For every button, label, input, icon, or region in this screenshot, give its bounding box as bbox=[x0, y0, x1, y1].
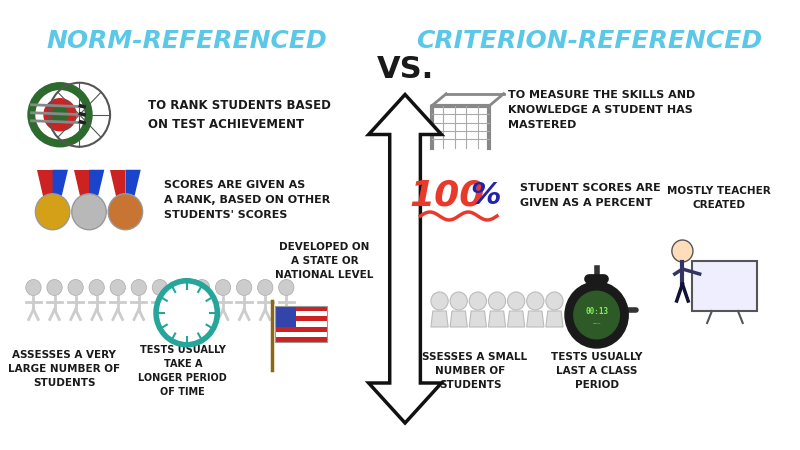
FancyBboxPatch shape bbox=[275, 316, 327, 321]
FancyBboxPatch shape bbox=[275, 337, 327, 342]
Circle shape bbox=[152, 279, 167, 296]
FancyBboxPatch shape bbox=[275, 306, 327, 311]
Polygon shape bbox=[369, 94, 442, 423]
Circle shape bbox=[52, 107, 68, 123]
FancyBboxPatch shape bbox=[275, 321, 327, 327]
Polygon shape bbox=[470, 311, 486, 327]
Circle shape bbox=[526, 292, 544, 310]
Polygon shape bbox=[126, 170, 141, 196]
Text: MOSTLY TEACHER
CREATED: MOSTLY TEACHER CREATED bbox=[667, 186, 771, 210]
Circle shape bbox=[28, 83, 92, 147]
Text: CRITERION-REFERENCED: CRITERION-REFERENCED bbox=[416, 28, 762, 53]
Text: SCORES ARE GIVEN AS
A RANK, BASED ON OTHER
STUDENTS' SCORES: SCORES ARE GIVEN AS A RANK, BASED ON OTH… bbox=[164, 180, 330, 220]
Polygon shape bbox=[110, 170, 126, 196]
Text: 00:13: 00:13 bbox=[585, 307, 608, 316]
Circle shape bbox=[35, 194, 70, 230]
FancyBboxPatch shape bbox=[275, 306, 296, 327]
Circle shape bbox=[72, 194, 106, 230]
Polygon shape bbox=[89, 170, 104, 196]
Circle shape bbox=[565, 282, 628, 348]
Circle shape bbox=[44, 99, 76, 131]
Circle shape bbox=[488, 292, 506, 310]
Circle shape bbox=[131, 279, 146, 296]
Text: TESTS USUALLY
LAST A CLASS
PERIOD: TESTS USUALLY LAST A CLASS PERIOD bbox=[551, 352, 642, 390]
FancyBboxPatch shape bbox=[692, 261, 758, 311]
Text: NORM-REFERENCED: NORM-REFERENCED bbox=[46, 28, 327, 53]
Text: TESTS USUALLY
TAKE A
LONGER PERIOD
OF TIME: TESTS USUALLY TAKE A LONGER PERIOD OF TI… bbox=[138, 345, 227, 397]
Polygon shape bbox=[431, 311, 448, 327]
Text: VS.: VS. bbox=[377, 55, 434, 84]
Circle shape bbox=[36, 91, 84, 139]
Text: STUDENT SCORES ARE
GIVEN AS A PERCENT: STUDENT SCORES ARE GIVEN AS A PERCENT bbox=[520, 183, 661, 208]
Circle shape bbox=[258, 279, 273, 296]
Circle shape bbox=[108, 194, 142, 230]
Text: TO MEASURE THE SKILLS AND
KNOWLEDGE A STUDENT HAS
MASTERED: TO MEASURE THE SKILLS AND KNOWLEDGE A ST… bbox=[509, 90, 696, 130]
FancyBboxPatch shape bbox=[275, 327, 327, 332]
Polygon shape bbox=[38, 170, 53, 196]
Circle shape bbox=[174, 279, 189, 296]
Circle shape bbox=[507, 292, 525, 310]
FancyBboxPatch shape bbox=[275, 332, 327, 337]
Circle shape bbox=[68, 279, 83, 296]
Text: TO RANK STUDENTS BASED
ON TEST ACHIEVEMENT: TO RANK STUDENTS BASED ON TEST ACHIEVEME… bbox=[148, 99, 331, 131]
Circle shape bbox=[450, 292, 467, 310]
Circle shape bbox=[89, 279, 104, 296]
Circle shape bbox=[215, 279, 230, 296]
Polygon shape bbox=[526, 311, 544, 327]
Text: ASSESSES A VERY
LARGE NUMBER OF
STUDENTS: ASSESSES A VERY LARGE NUMBER OF STUDENTS bbox=[8, 350, 120, 388]
Circle shape bbox=[431, 292, 448, 310]
Circle shape bbox=[47, 279, 62, 296]
Polygon shape bbox=[53, 170, 68, 196]
Polygon shape bbox=[74, 170, 89, 196]
Polygon shape bbox=[488, 311, 506, 327]
FancyBboxPatch shape bbox=[275, 311, 327, 316]
Circle shape bbox=[546, 292, 563, 310]
Circle shape bbox=[672, 240, 693, 262]
Text: ASSESSES A SMALL
NUMBER OF
STUDENTS: ASSESSES A SMALL NUMBER OF STUDENTS bbox=[414, 352, 526, 390]
Polygon shape bbox=[450, 311, 467, 327]
Polygon shape bbox=[546, 311, 563, 327]
Circle shape bbox=[574, 291, 619, 339]
Circle shape bbox=[237, 279, 252, 296]
Circle shape bbox=[156, 281, 218, 345]
Circle shape bbox=[278, 279, 294, 296]
Text: 100: 100 bbox=[410, 179, 485, 213]
Text: ___: ___ bbox=[593, 319, 601, 324]
Circle shape bbox=[26, 279, 41, 296]
Circle shape bbox=[470, 292, 486, 310]
Polygon shape bbox=[507, 311, 525, 327]
Text: %: % bbox=[470, 181, 501, 210]
Text: DEVELOPED ON
A STATE OR
NATIONAL LEVEL: DEVELOPED ON A STATE OR NATIONAL LEVEL bbox=[275, 242, 374, 280]
Circle shape bbox=[110, 279, 126, 296]
Circle shape bbox=[194, 279, 210, 296]
